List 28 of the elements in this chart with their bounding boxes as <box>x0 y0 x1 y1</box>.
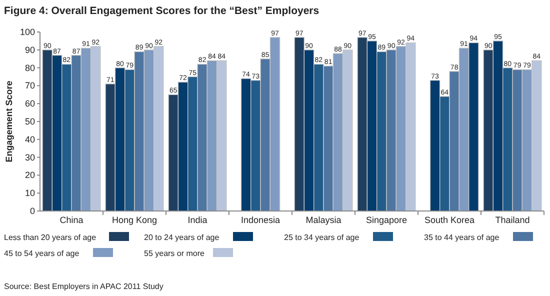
x-tick-label: Indonesia <box>240 215 280 225</box>
y-axis-title: Engagement Score <box>4 80 14 162</box>
legend-label: 55 years or more <box>144 249 206 258</box>
x-tick-label: Malaysia <box>306 215 342 225</box>
legend-label: Less than 20 years of age <box>4 233 97 242</box>
x-tick-label: Hong Kong <box>112 215 158 225</box>
legend-label: 35 to 44 years of age <box>424 233 500 242</box>
y-tick-label: 60 <box>24 98 35 109</box>
y-tick-label: 80 <box>24 62 35 73</box>
y-tick-label: 40 <box>24 134 35 144</box>
x-tick-label: South Korea <box>424 215 475 225</box>
x-tick-label: India <box>188 215 208 225</box>
y-tick-label: 30 <box>24 152 35 162</box>
y-tick-label: 10 <box>24 188 35 198</box>
y-tick-label: 20 <box>24 170 35 180</box>
y-tick-label: 0 <box>30 206 35 216</box>
source-note: Source: Best Employers in APAC 2011 Study <box>4 282 164 291</box>
x-tick-label: China <box>60 215 84 225</box>
legend-label: 45 to 54 years of age <box>4 249 80 258</box>
chart-title: Figure 4: Overall Engagement Scores for the “Best” Employers <box>4 5 320 17</box>
legend-label: 20 to 24 years of age <box>144 233 220 242</box>
y-tick-label: 100 <box>20 27 35 37</box>
y-tick-label: 70 <box>24 80 35 91</box>
x-tick-label: Singapore <box>366 215 408 225</box>
x-tick-label: Thailand <box>495 215 530 225</box>
y-tick-label: 50 <box>24 116 35 126</box>
y-tick-label: 90 <box>24 44 35 55</box>
legend-label: 25 to 34 years of age <box>284 233 360 242</box>
